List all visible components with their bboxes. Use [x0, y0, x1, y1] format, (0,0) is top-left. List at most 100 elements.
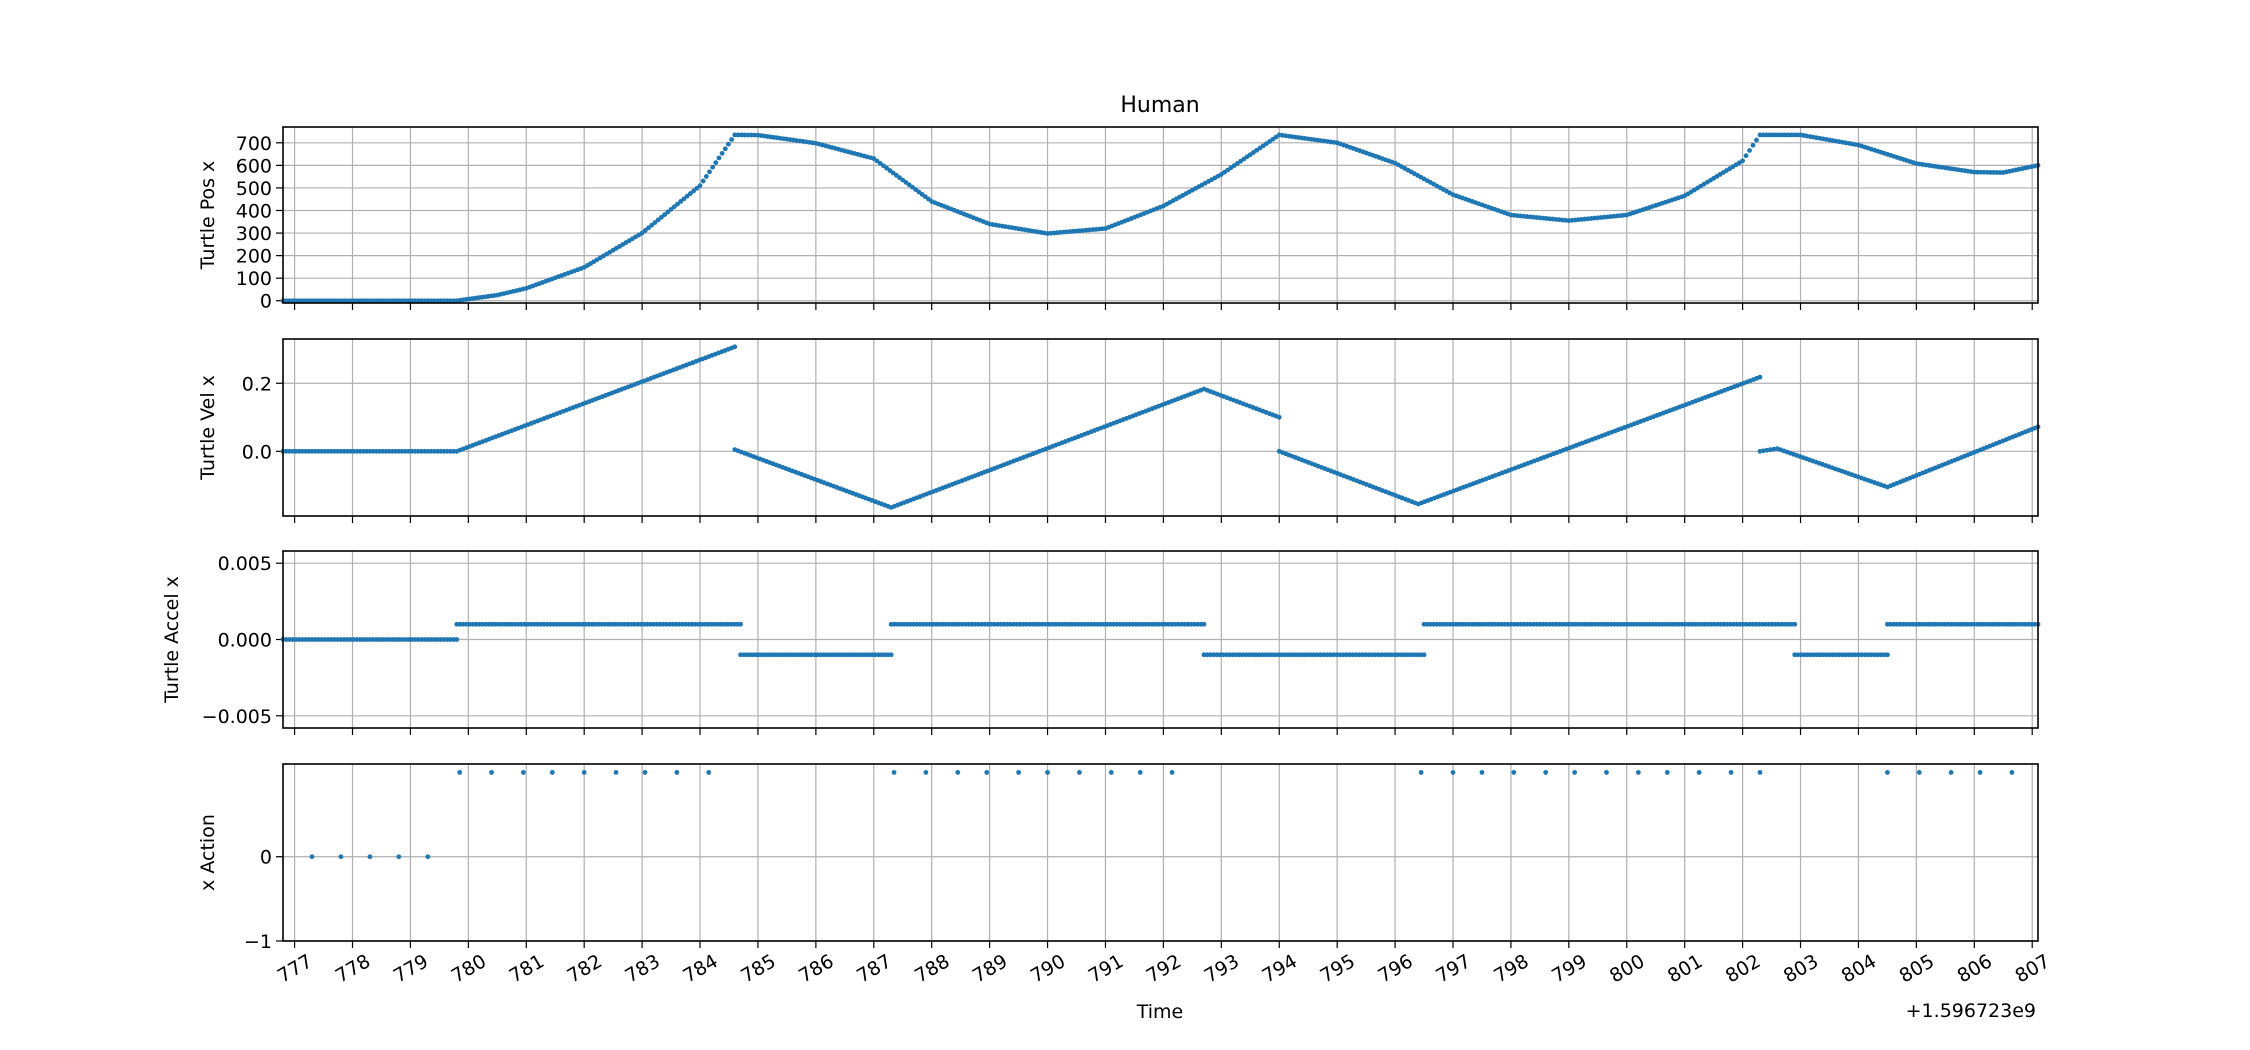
plot-frame	[282, 763, 2039, 942]
data-point	[732, 344, 738, 350]
data-point	[697, 183, 703, 189]
data-point	[1948, 770, 1954, 775]
data-point	[665, 209, 671, 215]
panel-2: 0.0 0.2 Turtle Vel x	[197, 338, 2041, 523]
data-point	[1201, 621, 1207, 627]
data-point	[694, 185, 700, 191]
data-point	[1757, 770, 1763, 775]
data-point	[671, 204, 677, 210]
data-point	[1450, 770, 1456, 775]
y-tick-label: 0.0	[242, 441, 272, 463]
data-point	[1016, 770, 1021, 775]
data-point	[1664, 770, 1670, 775]
data-point	[1108, 770, 1114, 775]
data-point	[1792, 621, 1798, 627]
data-point	[367, 854, 373, 860]
chart-title: Human	[1120, 93, 1199, 118]
data-point	[457, 770, 463, 775]
data-point	[1977, 770, 1983, 775]
data-point	[955, 770, 961, 775]
data-point	[745, 132, 751, 138]
data-point	[652, 220, 658, 225]
data-point	[1137, 770, 1143, 775]
y-tick-label: 400	[236, 200, 272, 222]
y-tick-label: −1	[244, 931, 272, 953]
y-tick-label: 0.005	[218, 553, 272, 575]
data-point	[1740, 158, 1746, 164]
data-point	[742, 132, 748, 138]
data-point	[891, 770, 897, 775]
x-offset-label: +1.596723e9	[1906, 1000, 2036, 1022]
data-point	[1077, 770, 1082, 775]
data-point	[425, 854, 431, 860]
data-point	[309, 854, 315, 860]
data-point	[613, 770, 619, 775]
data-point	[1543, 770, 1549, 775]
data-point	[454, 637, 460, 642]
data-point	[1754, 137, 1759, 143]
series-3	[1276, 374, 1763, 507]
data-point	[642, 228, 648, 233]
data-point	[691, 188, 696, 194]
data-point	[984, 770, 990, 775]
data-point	[710, 164, 716, 170]
series-3	[738, 652, 894, 658]
data-point	[923, 770, 929, 775]
y-tick-label: 0	[260, 847, 272, 869]
y-tick-label: 0	[260, 291, 272, 313]
data-point	[668, 206, 674, 212]
series-4	[888, 621, 1207, 627]
series-7	[1792, 652, 1890, 658]
y-tick-label: 500	[236, 178, 272, 200]
data-point	[707, 169, 712, 175]
data-point	[338, 854, 344, 860]
series-1	[280, 637, 460, 642]
data-point	[1604, 770, 1609, 775]
plot-frame	[282, 126, 2039, 304]
data-point	[722, 146, 728, 152]
y-tick-label: −0.005	[202, 706, 272, 728]
data-point	[1743, 153, 1749, 159]
data-point	[520, 770, 526, 775]
data-point	[678, 199, 684, 204]
data-point	[1276, 414, 1282, 420]
data-point	[1916, 770, 1922, 775]
data-point	[1418, 770, 1424, 775]
panel-3: −0.005 0.000 0.005 Turtle Accel x	[161, 550, 2041, 735]
data-point	[1635, 770, 1641, 775]
data-point	[1696, 770, 1702, 775]
y-tick-label: 600	[236, 155, 272, 177]
y-tick-label: 700	[236, 133, 272, 155]
data-point	[700, 178, 706, 184]
y-tick-label: 300	[236, 223, 272, 245]
data-point	[642, 770, 648, 775]
series-5	[1885, 770, 2015, 775]
data-point	[706, 770, 712, 775]
series-2	[457, 770, 712, 775]
y-tick-label: 0.2	[242, 373, 272, 395]
data-point	[713, 160, 719, 165]
data-point	[396, 854, 402, 860]
series-8	[1885, 621, 2041, 627]
data-point	[674, 770, 680, 775]
series-5	[1201, 652, 1427, 658]
data-point	[675, 201, 680, 207]
series-1	[309, 854, 431, 860]
series-2	[454, 621, 743, 627]
x-axis-label: Time	[1136, 1001, 1184, 1023]
data-point	[748, 132, 754, 138]
data-point	[716, 155, 722, 161]
data-point	[703, 174, 709, 179]
data-point	[549, 770, 555, 775]
series-4	[1418, 770, 1763, 775]
data-point	[732, 132, 738, 138]
y-tick-label: 0.000	[218, 630, 272, 652]
series-2	[732, 386, 1282, 510]
data-point	[752, 132, 758, 138]
data-point	[1747, 148, 1752, 153]
data-point	[1572, 770, 1578, 775]
data-point	[735, 132, 741, 138]
